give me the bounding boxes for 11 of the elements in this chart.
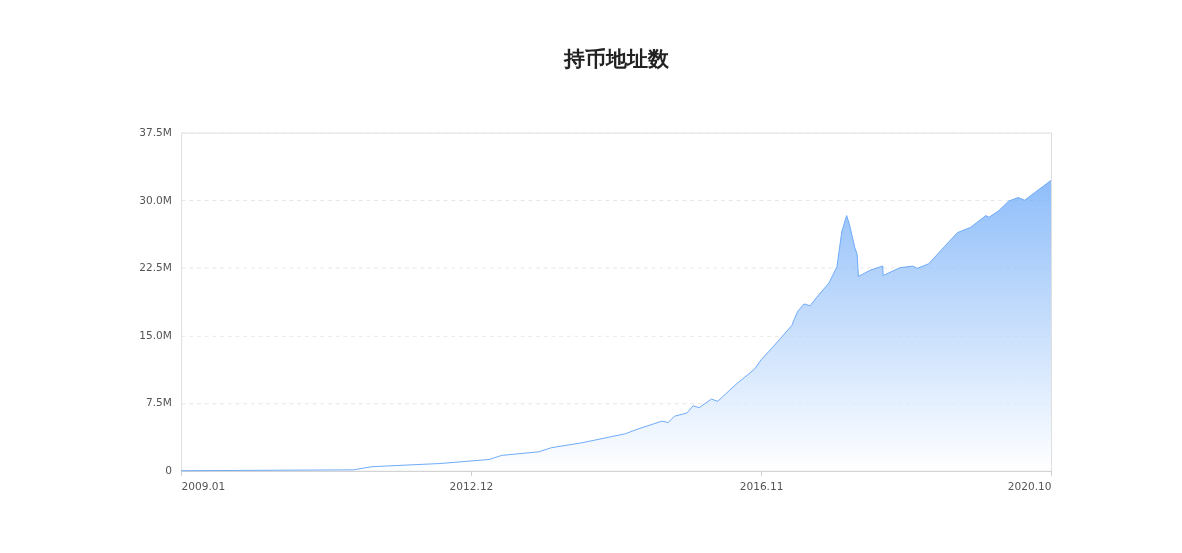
y-tick-label: 37.5M [139, 125, 172, 138]
y-tick-label: 30.0M [139, 193, 172, 206]
x-tick-label: 2009.01 [181, 480, 226, 493]
x-tick-label: 2012.12 [449, 480, 494, 493]
x-tick-label: 2016.11 [739, 480, 784, 493]
chart-title: 持币地址数 [562, 46, 670, 72]
y-tick-label: 7.5M [146, 396, 172, 409]
x-tick-label: 2020.10 [1007, 480, 1052, 493]
y-tick-label: 22.5M [139, 261, 172, 274]
y-tick-label: 15.0M [139, 328, 172, 341]
y-tick-label: 0 [165, 464, 173, 477]
